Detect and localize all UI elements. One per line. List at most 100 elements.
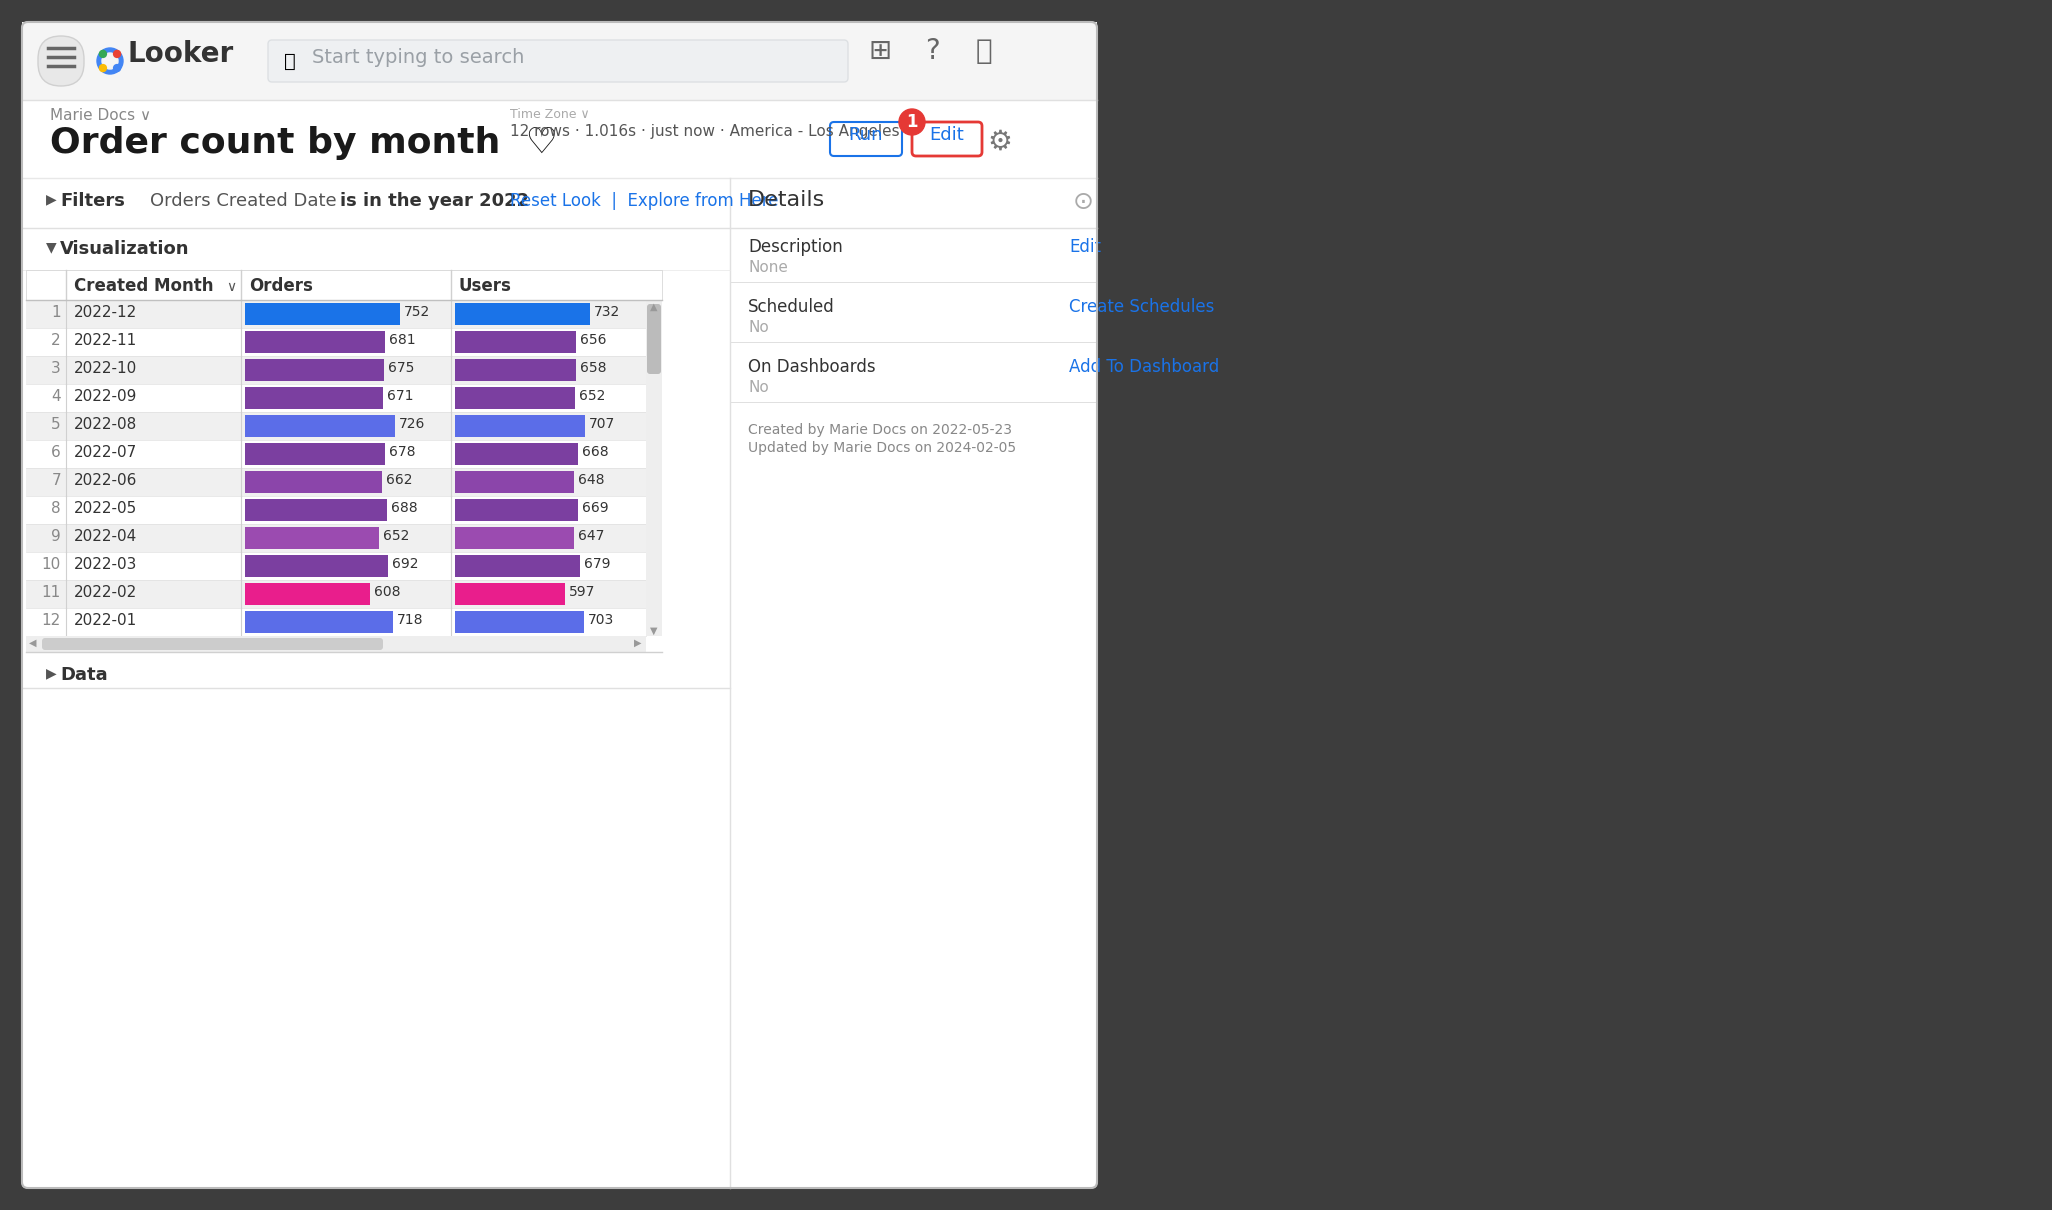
Text: Start typing to search: Start typing to search	[312, 48, 525, 67]
Bar	[456, 415, 585, 437]
Text: Run: Run	[850, 126, 882, 144]
Circle shape	[103, 53, 119, 69]
Text: Orders: Orders	[248, 277, 312, 295]
Bar	[27, 384, 663, 411]
Text: 678: 678	[388, 445, 415, 459]
Text: 2022-03: 2022-03	[74, 557, 137, 572]
Text: 2022-01: 2022-01	[74, 613, 137, 628]
Text: 679: 679	[583, 557, 609, 571]
Text: 647: 647	[579, 529, 603, 543]
Text: 675: 675	[388, 361, 415, 375]
Bar	[27, 580, 663, 607]
Text: Details: Details	[749, 190, 825, 211]
Text: 2022-07: 2022-07	[74, 445, 137, 460]
Text: ⊞: ⊞	[868, 38, 893, 65]
Text: 648: 648	[579, 473, 605, 486]
Text: is in the year 2022: is in the year 2022	[341, 192, 529, 211]
Text: Filters: Filters	[60, 192, 125, 211]
Text: 726: 726	[398, 417, 425, 431]
Text: 7: 7	[51, 473, 62, 488]
Text: ▲: ▲	[650, 302, 659, 312]
Text: 662: 662	[386, 473, 412, 486]
Text: 8: 8	[51, 501, 62, 515]
Bar	[244, 302, 400, 325]
Bar	[27, 468, 663, 496]
Text: 1: 1	[907, 113, 917, 131]
Circle shape	[113, 51, 121, 57]
Circle shape	[899, 109, 925, 136]
Bar	[27, 607, 663, 636]
Bar	[244, 415, 394, 437]
Text: 692: 692	[392, 557, 419, 571]
FancyBboxPatch shape	[269, 40, 847, 82]
Circle shape	[98, 64, 107, 71]
Bar	[456, 302, 589, 325]
Bar	[27, 496, 663, 524]
FancyBboxPatch shape	[39, 36, 84, 86]
FancyBboxPatch shape	[829, 122, 903, 156]
Text: 703: 703	[589, 613, 614, 627]
Text: 668: 668	[583, 445, 607, 459]
Text: Updated by Marie Docs on 2024-02-05: Updated by Marie Docs on 2024-02-05	[749, 440, 1016, 455]
Bar	[244, 471, 382, 492]
Bar	[244, 499, 388, 522]
Text: 2022-06: 2022-06	[74, 473, 137, 488]
Text: 671: 671	[388, 388, 415, 403]
Bar	[456, 583, 564, 605]
Bar	[244, 611, 394, 633]
Bar	[244, 583, 371, 605]
Bar	[244, 555, 388, 577]
Text: Users: Users	[460, 277, 511, 295]
Bar	[27, 328, 663, 356]
Text: Marie Docs ∨: Marie Docs ∨	[49, 108, 152, 123]
Text: Add To Dashboard: Add To Dashboard	[1069, 358, 1219, 376]
Bar	[23, 100, 1098, 178]
FancyBboxPatch shape	[911, 122, 983, 156]
Bar	[27, 300, 663, 328]
Text: 2022-11: 2022-11	[74, 333, 137, 348]
Bar	[244, 332, 386, 353]
Text: 👤: 👤	[975, 38, 993, 65]
Bar	[456, 471, 575, 492]
Text: ∨: ∨	[226, 280, 236, 294]
FancyBboxPatch shape	[23, 22, 1098, 1188]
Text: 658: 658	[581, 361, 607, 375]
Text: 718: 718	[398, 613, 423, 627]
Text: None: None	[749, 260, 788, 275]
Text: ⚙: ⚙	[987, 128, 1012, 156]
Bar	[244, 387, 384, 409]
Circle shape	[113, 64, 121, 71]
Text: 688: 688	[390, 501, 417, 515]
Text: 669: 669	[583, 501, 609, 515]
Text: Orders Created Date: Orders Created Date	[150, 192, 343, 211]
Text: Create Schedules: Create Schedules	[1069, 298, 1215, 316]
Text: 2022-12: 2022-12	[74, 305, 137, 319]
Bar	[27, 552, 663, 580]
Bar	[27, 270, 663, 300]
Text: Time Zone ∨: Time Zone ∨	[511, 108, 589, 121]
Text: 10: 10	[41, 557, 62, 572]
Bar	[456, 332, 575, 353]
Bar	[244, 359, 384, 381]
Circle shape	[98, 51, 107, 57]
Text: 2: 2	[51, 333, 62, 348]
Text: 11: 11	[41, 584, 62, 600]
Text: ▶: ▶	[45, 192, 57, 206]
Bar	[456, 611, 585, 633]
Bar	[27, 440, 663, 468]
Bar	[456, 528, 575, 549]
Text: 2022-08: 2022-08	[74, 417, 137, 432]
Text: 2022-04: 2022-04	[74, 529, 137, 544]
Text: 652: 652	[579, 388, 605, 403]
Text: 597: 597	[568, 584, 595, 599]
Text: 12: 12	[41, 613, 62, 628]
Text: 681: 681	[390, 333, 417, 347]
Text: ▼: ▼	[45, 240, 57, 254]
Bar	[27, 356, 663, 384]
Bar	[23, 22, 1098, 100]
Text: 656: 656	[579, 333, 605, 347]
Text: No: No	[749, 380, 770, 394]
Text: 4: 4	[51, 388, 62, 404]
Text: 2022-02: 2022-02	[74, 584, 137, 600]
Text: 2022-10: 2022-10	[74, 361, 137, 376]
